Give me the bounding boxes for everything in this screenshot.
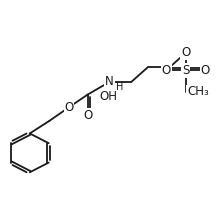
Text: S: S [182,64,189,77]
Text: N: N [105,75,114,88]
Text: CH₃: CH₃ [187,85,209,98]
Text: O: O [162,64,171,77]
Text: O: O [83,109,92,122]
Text: O: O [64,101,74,114]
Text: H: H [116,82,123,92]
Text: O: O [201,64,210,77]
Text: O: O [181,46,191,59]
Text: OH: OH [100,90,118,103]
